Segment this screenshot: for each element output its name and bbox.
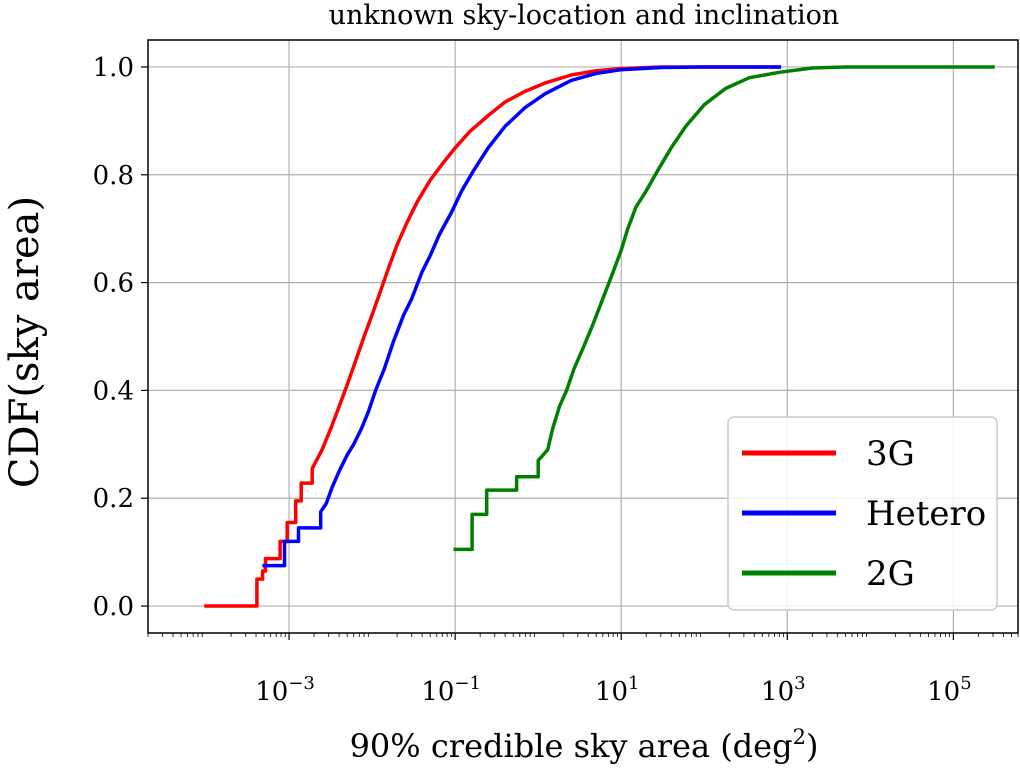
axis-ticks: 10−3 10−1 101 103 105 0.0 0.2 0.4 0.6 0.8 1.0 [93, 53, 1019, 707]
y-tick-label: 0.8 [93, 161, 134, 191]
y-tick-label: 0.6 [93, 269, 134, 299]
x-tick-label: 103 [761, 673, 806, 707]
series-line-2g [453, 65, 995, 552]
x-axis-label: 90% credible sky area (deg2) [350, 725, 819, 765]
plot-area: 10−3 10−1 101 103 105 0.0 0.2 0.4 0.6 0.8 1.0 [93, 39, 1019, 707]
series-line-3g [204, 65, 782, 608]
y-tick-label: 0.2 [93, 484, 134, 514]
y-tick-label: 0.0 [93, 592, 134, 622]
chart-title: unknown sky-location and inclination [329, 0, 840, 31]
series-lines [204, 65, 995, 608]
series-line-hetero [262, 65, 782, 568]
legend-label-2g: 2G [866, 554, 915, 594]
plot-border [147, 39, 1019, 634]
legend-label-3g: 3G [866, 434, 915, 474]
y-tick-label: 0.4 [93, 376, 134, 406]
x-tick-label: 10−1 [421, 673, 481, 707]
legend: 3G Hetero 2G [727, 416, 998, 611]
x-axis-label-superscript: 2 [793, 725, 806, 749]
x-tick-label: 101 [595, 673, 640, 707]
legend-box [727, 416, 998, 611]
x-tick-label: 10−3 [255, 673, 315, 707]
legend-label-hetero: Hetero [866, 494, 986, 534]
y-axis-label: CDF(sky area) [2, 196, 48, 488]
x-tick-label: 105 [927, 673, 972, 707]
y-tick-label: 1.0 [93, 53, 134, 83]
